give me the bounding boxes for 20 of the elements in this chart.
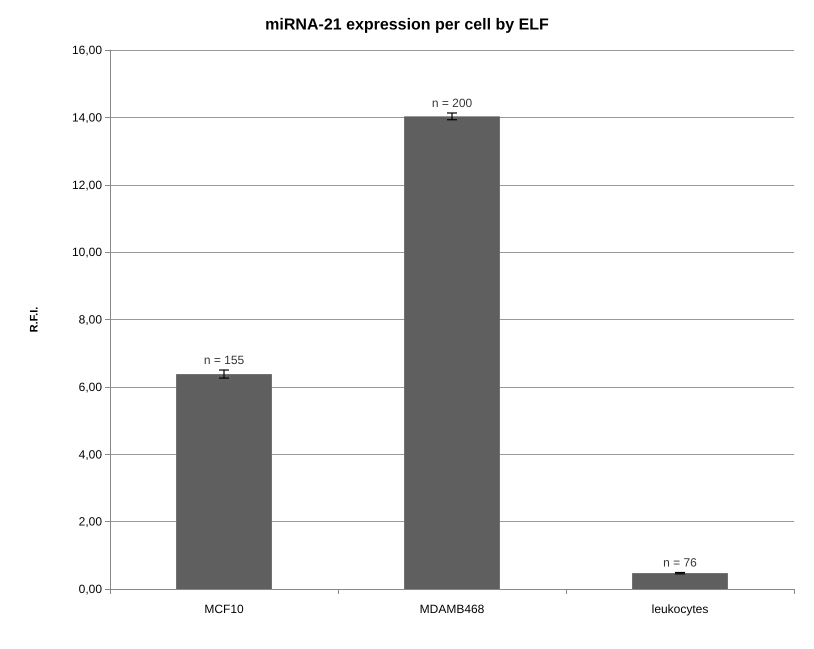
y-tick-label: 14,00 [72,110,102,124]
annotation: n = 155 [204,353,245,368]
y-tick-label: 6,00 [78,380,102,394]
chart-title: miRNA-21 expression per cell by ELF [265,16,550,34]
y-tick-label: 16,00 [72,43,102,57]
annotation: n = 76 [663,555,698,570]
bar [176,374,272,589]
y-tick-label: 2,00 [78,514,102,529]
x-tick-label: leukocytes [652,602,708,616]
annotation: n = 200 [432,96,473,110]
bar [632,573,728,589]
y-axis-title: R.F.I. [28,306,40,332]
y-tick-label: 10,00 [72,245,102,260]
y-tick-label: 8,00 [78,312,102,326]
y-tick-label: 0,00 [78,582,102,596]
x-tick-label: MCF10 [204,602,244,616]
y-tick-label: 12,00 [72,178,102,192]
y-tick-label: 4,00 [78,447,102,462]
x-tick-label: MDAMB468 [420,602,485,616]
bar [404,116,500,589]
